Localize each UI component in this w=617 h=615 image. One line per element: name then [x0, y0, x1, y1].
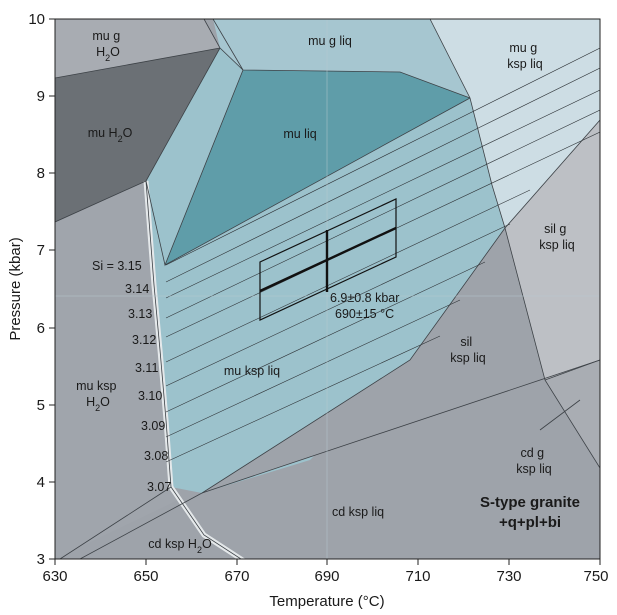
- si-label: 3.14: [125, 282, 149, 296]
- label-cd-g-ksp-liq: cd g ksp liq: [516, 446, 551, 476]
- label-cd-ksp-liq: cd ksp liq: [332, 505, 384, 519]
- si-label: Si = 3.15: [92, 259, 142, 273]
- rock-assemblage: +q+pl+bi: [499, 514, 561, 531]
- field-mu-h2o-area: [55, 48, 220, 222]
- field-mu-g-h2o-area: [55, 19, 220, 78]
- y-axis-title: Pressure (kbar): [7, 237, 24, 340]
- si-label: 3.09: [141, 419, 165, 433]
- si-label: 3.11: [135, 361, 158, 375]
- si-label: 3.10: [138, 389, 162, 403]
- label-sil-ksp-liq: sil ksp liq: [450, 335, 485, 365]
- field-mu-ksp-h2o-area: [55, 181, 178, 559]
- estimate-pressure-label: 6.9±0.8 kbar: [330, 291, 399, 305]
- x-ticks: [54, 559, 601, 565]
- x-tick-label: 730: [496, 568, 521, 585]
- label-mu-g-ksp-liq: mu g ksp liq: [507, 41, 542, 71]
- y-ticks: [49, 18, 55, 560]
- si-label: 3.08: [144, 449, 168, 463]
- label-mu-liq: mu liq: [283, 127, 316, 141]
- boundaries: [55, 19, 600, 559]
- label-cd-ksp-h2o: cd ksp H2O: [148, 537, 212, 555]
- label-mu-ksp-liq: mu ksp liq: [224, 364, 280, 378]
- x-tick-label: 670: [224, 568, 249, 585]
- label-mu-g-h2o: mu g H2O: [92, 29, 123, 63]
- label-mu-g-liq: mu g liq: [308, 34, 352, 48]
- y-tick-label: 10: [28, 11, 45, 28]
- y-tick-label: 3: [37, 551, 45, 568]
- pt-estimate: [259, 198, 397, 321]
- x-tick-label: 630: [42, 568, 67, 585]
- x-tick-label: 710: [405, 568, 430, 585]
- rock-type-title: S-type granite: [480, 494, 580, 511]
- field-mu-g-liq-area: [213, 19, 470, 98]
- si-label: 3.13: [128, 307, 152, 321]
- label-sil-g-ksp-liq: sil g ksp liq: [539, 222, 574, 252]
- x-tick-labels: 630 650 670 690 710 730 750: [42, 568, 608, 585]
- field-mu-liq-area: [165, 70, 470, 265]
- y-tick-label: 7: [37, 242, 45, 259]
- y-tick-label: 4: [37, 474, 45, 491]
- label-mu-ksp-h2o: mu ksp H2O: [76, 379, 120, 413]
- si-label: 3.12: [132, 333, 156, 347]
- si-isopleths: [165, 47, 600, 463]
- x-tick-label: 690: [314, 568, 339, 585]
- y-tick-label: 9: [37, 88, 45, 105]
- si-labels: Si = 3.15 3.14 3.13 3.12 3.11 3.10 3.09 …: [92, 259, 171, 494]
- estimate-temperature-label: 690±15 °C: [335, 307, 394, 321]
- field-cd-g-area: [545, 360, 600, 468]
- estimate-box: [259, 198, 397, 321]
- x-tick-label: 650: [133, 568, 158, 585]
- si-label: 3.07: [147, 480, 171, 494]
- x-tick-label: 750: [583, 568, 608, 585]
- field-labels: mu g H2O mu H2O mu g liq mu g ksp liq mu…: [76, 29, 575, 555]
- y-tick-label: 5: [37, 397, 45, 414]
- y-tick-labels: 10 9 8 7 6 5 4 3: [28, 11, 45, 568]
- field-sil-ksp-area: [202, 228, 545, 493]
- y-tick-label: 6: [37, 320, 45, 337]
- field-mu-g-ksp-area: [430, 19, 600, 228]
- x-axis-title: Temperature (°C): [269, 593, 384, 610]
- y-tick-label: 8: [37, 165, 45, 182]
